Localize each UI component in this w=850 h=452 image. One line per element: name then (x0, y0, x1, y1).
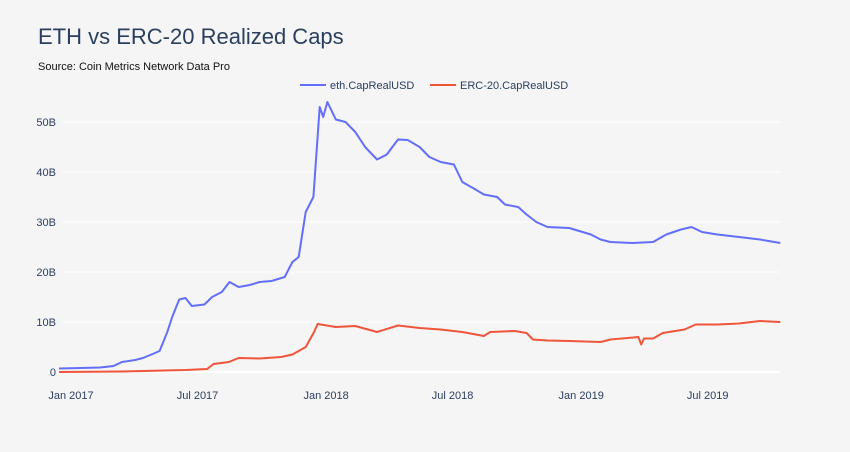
legend-label: eth.CapRealUSD (330, 80, 414, 92)
y-tick-label: 10B (36, 317, 56, 329)
series-line-eth.CapRealUSD (58, 101, 781, 370)
chart-title: ETH vs ERC-20 Realized Caps (38, 24, 344, 49)
y-tick-label: 30B (36, 217, 56, 229)
y-tick-label: 40B (36, 167, 56, 179)
x-axis: Jan 2017 Jul 2017 Jan 2018 Jul 2018 Jan 2019… (48, 390, 728, 402)
x-tick-label: Jan 2017 (48, 390, 93, 402)
y-tick-label: 50B (36, 117, 56, 129)
x-tick-label: Jan 2018 (303, 390, 348, 402)
series-line-ERC-20.CapRealUSD (58, 320, 781, 373)
y-tick-label: 20B (36, 267, 56, 279)
x-tick-label: Jul 2018 (432, 390, 474, 402)
legend-label: ERC-20.CapRealUSD (460, 80, 568, 92)
y-axis: 0 10B 20B 30B 40B 50B (36, 117, 56, 379)
chart-subtitle: Source: Coin Metrics Network Data Pro (38, 61, 230, 73)
series-lines (58, 101, 781, 373)
x-tick-label: Jul 2017 (177, 390, 219, 402)
gridlines (62, 121, 780, 373)
x-tick-label: Jan 2019 (559, 390, 604, 402)
y-tick-label: 0 (50, 367, 56, 379)
x-tick-label: Jul 2019 (687, 390, 729, 402)
legend[interactable]: eth.CapRealUSD ERC-20.CapRealUSD (300, 80, 568, 92)
